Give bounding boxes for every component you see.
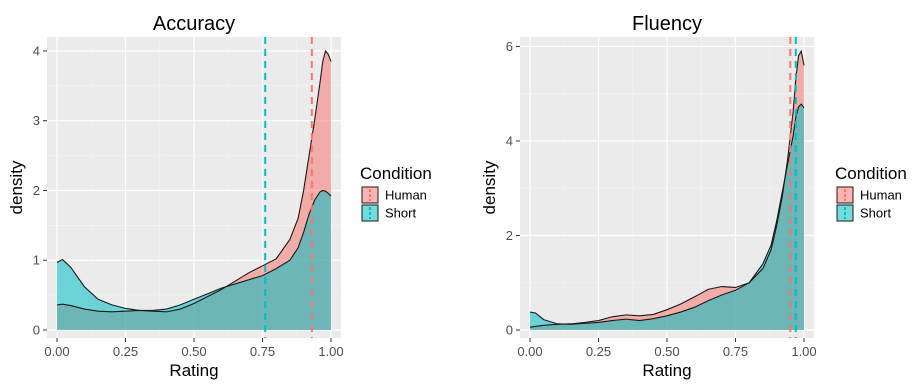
chart-fluency: 0.00 0.25 0.50 0.75 1.00 0 2 4 6 Fluency Rating den… <box>480 13 907 380</box>
y-tick-label: 6 <box>506 39 513 54</box>
y-tick-label: 2 <box>33 183 40 198</box>
density-area-short <box>530 104 804 330</box>
y-tick-label: 1 <box>33 253 40 268</box>
y-tick-label: 2 <box>506 228 513 243</box>
legend: Condition Human Short <box>835 164 907 222</box>
density-line-human <box>529 49 805 328</box>
legend-title: Condition <box>835 164 907 183</box>
y-tick-label: 3 <box>33 113 40 128</box>
x-tick-label: 0.00 <box>517 344 542 359</box>
y-axis-label: density <box>480 160 499 214</box>
x-tick-label: 0.00 <box>44 344 69 359</box>
legend-label-human: Human <box>860 188 902 203</box>
density-line-human <box>56 49 332 313</box>
legend-label-short: Short <box>860 206 891 221</box>
x-tick-label: 0.50 <box>181 344 206 359</box>
x-tick-label: 0.50 <box>654 344 679 359</box>
y-tick-label: 4 <box>506 133 513 148</box>
y-tick-label: 4 <box>33 43 40 58</box>
legend-title: Condition <box>360 164 432 183</box>
y-tick-label: 0 <box>506 323 513 338</box>
y-axis-label: density <box>7 160 26 214</box>
x-tick-label: 0.75 <box>250 344 275 359</box>
legend-label-short: Short <box>385 206 416 221</box>
x-axis-label: Rating <box>169 361 218 380</box>
x-tick-label: 0.25 <box>586 344 611 359</box>
x-tick-label: 1.00 <box>318 344 343 359</box>
y-tick-label: 0 <box>33 323 40 338</box>
chart-title: Accuracy <box>153 13 235 35</box>
density-line-short <box>56 189 332 312</box>
density-area-short <box>57 190 331 330</box>
legend: Condition Human Short <box>360 164 432 222</box>
x-axis-label: Rating <box>642 361 691 380</box>
chart-accuracy: 0.00 0.25 0.50 0.75 1.00 0 1 2 3 4 Accuracy Rating d… <box>7 13 432 380</box>
chart-title: Fluency <box>632 13 702 35</box>
x-tick-label: 0.25 <box>113 344 138 359</box>
x-tick-label: 0.75 <box>723 344 748 359</box>
legend-label-human: Human <box>385 188 427 203</box>
x-tick-label: 1.00 <box>791 344 816 359</box>
